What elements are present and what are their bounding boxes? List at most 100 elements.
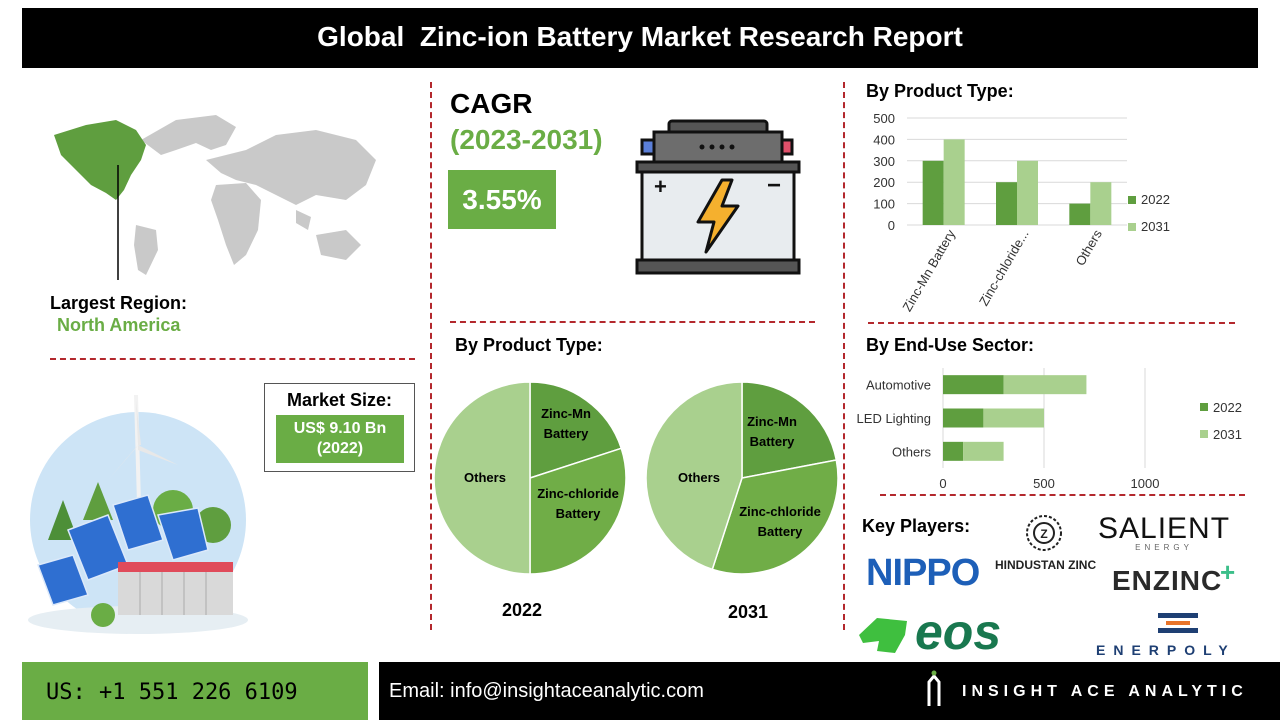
pie-slice-others (433, 381, 531, 575)
bar-2022 (943, 375, 1004, 395)
legend-label-2031: 2031 (1213, 427, 1242, 442)
pie-year-2031: 2031 (728, 602, 769, 622)
y-tick-label: 200 (873, 175, 895, 190)
legend-label-2022: 2022 (1141, 192, 1170, 207)
pie-label-zinc-mn: Battery (750, 434, 796, 449)
salient-logo: SALIENT ENERGY (1098, 512, 1231, 553)
enzinc-logo: ENZINC + (1112, 557, 1235, 597)
bar-chart-end-use: 0 500 1000 Automotive LED Lighting Others 202… (857, 368, 1242, 491)
pie-section-title: By Product Type: (455, 335, 603, 355)
bar-2031 (943, 139, 965, 225)
footer-contact-bar: Email: info@insightaceanalytic.com INSIG… (379, 662, 1280, 720)
pie-slice-zinc-chloride (711, 459, 839, 575)
y-category-label: Others (892, 444, 932, 459)
page-title: Global Zinc-ion Battery Market Research … (317, 21, 963, 52)
battery-icon: + − (635, 119, 801, 275)
pie-slice-zinc-chloride (529, 447, 627, 575)
bar-2031 (1003, 375, 1087, 395)
divider (50, 358, 415, 360)
y-tick-label: 500 (873, 111, 895, 126)
divider (880, 494, 1245, 496)
pie-label-zinc-chloride: Zinc-chloride (537, 486, 619, 501)
bar-product-title: By Product Type: (866, 81, 1014, 101)
largest-region-value: North America (57, 315, 181, 335)
bar-2022 (996, 182, 1017, 225)
enzinc-logo-text: ENZINC (1112, 565, 1223, 596)
y-tick-label: 400 (873, 132, 895, 147)
market-size-box: Market Size: US$ 9.10 Bn (2022) (264, 383, 415, 472)
enerpoly-logo-icon (1158, 613, 1198, 633)
x-category-label: Zinc-Mn Battery (899, 227, 958, 314)
pie-label-zinc-mn: Zinc-Mn (541, 406, 591, 421)
market-size-year: (2022) (316, 440, 364, 457)
y-tick-label: 0 (888, 218, 895, 233)
footer-brand: INSIGHT ACE ANALYTIC (962, 683, 1248, 700)
y-category-label: Automotive (866, 378, 931, 393)
pie-chart-2022: Zinc-Mn Battery Zinc-chloride Battery Ot… (433, 381, 627, 575)
plus-icon: + (1220, 557, 1236, 587)
pie-chart-2031: Zinc-Mn Battery Zinc-chloride Battery Ot… (645, 381, 839, 575)
salient-logo-subtext: ENERGY (1135, 543, 1193, 552)
pie-label-others: Others (464, 470, 506, 485)
divider (430, 82, 432, 630)
pie-label-others: Others (678, 470, 720, 485)
footer-email[interactable]: Email: info@insightaceanalytic.com (389, 680, 704, 702)
bar-2022 (1069, 203, 1091, 225)
salient-logo-text: SALIENT (1098, 512, 1231, 545)
bar-2022 (943, 408, 984, 428)
cagr-value: 3.55% (462, 184, 542, 215)
hindustan-zinc-emblem: Z (1026, 515, 1062, 551)
pie-label-zinc-chloride: Battery (758, 524, 804, 539)
nippo-logo: NIPPO (866, 552, 980, 595)
x-category-label: Zinc-chloride... (976, 227, 1032, 308)
bar-2031 (1017, 160, 1038, 225)
svg-text:−: − (767, 172, 781, 199)
pie-slice-zinc-mn (741, 381, 838, 479)
world-map (54, 115, 376, 280)
y-tick-label: 100 (873, 197, 895, 212)
cagr-value-box: 3.55% (448, 170, 556, 229)
x-category-label: Others (1072, 227, 1105, 269)
pie-slice-zinc-mn (529, 381, 623, 480)
pie-label-zinc-chloride: Zinc-chloride (739, 504, 821, 519)
bar-2022 (922, 160, 944, 225)
divider (843, 82, 845, 630)
eos-logo-text: eos (915, 604, 1002, 660)
pie-label-zinc-mn: Battery (544, 426, 590, 441)
bar-2031 (963, 441, 1004, 461)
y-tick-label: 300 (873, 154, 895, 169)
legend-swatch-2031 (1200, 430, 1208, 438)
legend-swatch-2031 (1128, 223, 1136, 231)
footer-phone[interactable]: US: +1 551 226 6109 (46, 680, 298, 705)
svg-text:+: + (654, 174, 667, 199)
enerpoly-logo-text: ENERPOLY (1096, 642, 1236, 658)
legend-swatch-2022 (1128, 196, 1136, 204)
legend-label-2022: 2022 (1213, 400, 1242, 415)
divider (450, 321, 815, 323)
market-size-value-box: US$ 9.10 Bn (2022) (276, 415, 404, 463)
pie-year-2022: 2022 (502, 600, 543, 620)
renewable-energy-illustration (28, 394, 248, 634)
pie-label-zinc-mn: Zinc-Mn (747, 414, 797, 429)
market-size-value: US$ 9.10 Bn (293, 420, 387, 437)
x-tick-label: 0 (939, 476, 946, 491)
divider (868, 322, 1235, 324)
market-size-label: Market Size: (286, 390, 393, 410)
pie-label-zinc-chloride: Battery (556, 506, 602, 521)
bar-2031 (1090, 182, 1112, 225)
header-bar: Global Zinc-ion Battery Market Research … (22, 8, 1258, 68)
largest-region-label: Largest Region: (50, 293, 188, 313)
x-tick-label: 500 (1033, 476, 1055, 491)
bar-chart-product-type: 500 400 300 200 100 0 Zinc-Mn Battery Zinc-chlo… (873, 111, 1170, 314)
x-tick-label: 1000 (1131, 476, 1160, 491)
insight-ace-logo-icon (927, 670, 941, 706)
eos-leaf-icon (859, 618, 907, 653)
y-category-label: LED Lighting (857, 411, 931, 426)
cagr-label: CAGR (450, 88, 533, 119)
hindustan-zinc-logo-text: HINDUSTAN ZINC (995, 558, 1097, 572)
nippo-logo-text: NIPPO (866, 552, 980, 594)
bar-enduse-title: By End-Use Sector: (866, 335, 1035, 355)
bar-2022 (943, 441, 964, 461)
bar-2031 (983, 408, 1044, 428)
north-america-highlight (54, 120, 146, 200)
